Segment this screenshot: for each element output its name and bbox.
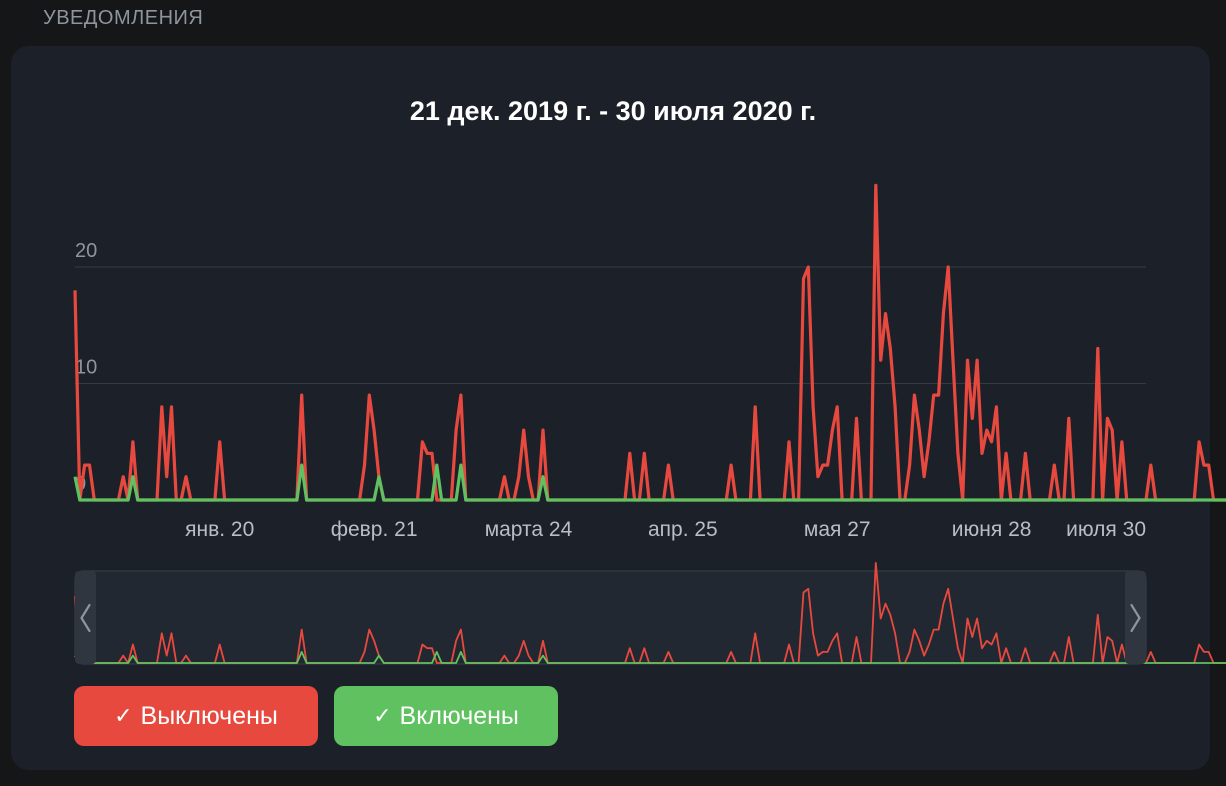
section-title: УВЕДОМЛЕНИЯ <box>43 7 204 29</box>
chart-title: 21 дек. 2019 г. - 30 июля 2020 г. <box>409 96 817 126</box>
x-tick-label: февр. 21 <box>331 518 418 541</box>
x-tick-label: июня 28 <box>952 518 1032 541</box>
chevron-left-icon <box>80 603 91 633</box>
toggle-off-label: Выключены <box>140 701 278 730</box>
x-tick-label: янв. 20 <box>185 518 254 541</box>
x-tick-label: мая 27 <box>804 518 871 541</box>
toggle-on-series-button[interactable]: ✓ Включены <box>334 686 558 746</box>
navigator-left-handle[interactable] <box>75 571 96 664</box>
grid-lines <box>75 266 1146 384</box>
navigator-series-line <box>74 651 1226 664</box>
checkmark-icon: ✓ <box>114 703 133 728</box>
x-tick-label: июля 30 <box>1066 518 1146 541</box>
series-lines <box>73 183 1226 502</box>
x-tick-label: марта 24 <box>485 518 573 541</box>
y-tick-label: 20 <box>75 240 97 262</box>
toggle-on-label: Включены <box>399 701 519 730</box>
chevron-right-icon <box>1130 603 1141 633</box>
x-tick-label: апр. 25 <box>648 518 718 541</box>
checkmark-icon: ✓ <box>373 703 392 728</box>
toggle-off-series-button[interactable]: ✓ Выключены <box>74 686 318 746</box>
navigator-background <box>74 570 1147 665</box>
x-axis-ticks: янв. 20 февр. 21 марта 24 апр. 25 мая 27 июня… <box>185 518 1146 541</box>
series-line-on <box>73 463 1226 502</box>
y-tick-label: 10 <box>75 357 97 379</box>
range-navigator[interactable] <box>74 562 1226 665</box>
navigator-right-handle[interactable] <box>1125 571 1146 664</box>
series-line-off <box>73 183 1226 502</box>
